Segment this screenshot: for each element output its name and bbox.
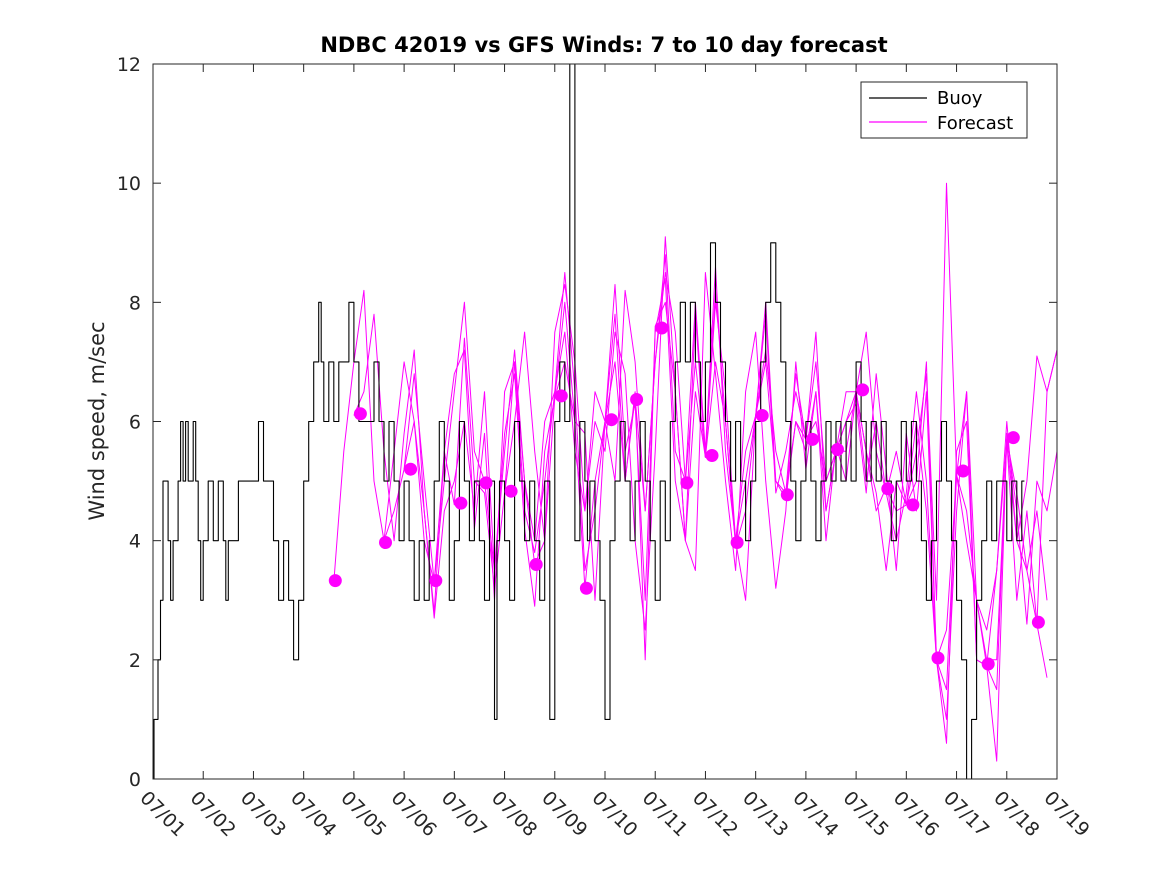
x-tick-label: 07/07: [437, 787, 491, 841]
x-tick-label: 07/16: [889, 787, 943, 841]
y-tick-label: 8: [129, 292, 141, 314]
forecast-marker: [1006, 431, 1020, 445]
x-tick-label: 07/12: [688, 787, 742, 841]
forecast-marker: [454, 496, 468, 510]
forecast-marker: [805, 432, 819, 446]
x-tick-label: 07/15: [839, 787, 893, 841]
legend: Buoy Forecast: [860, 81, 1028, 139]
forecast-marker: [655, 321, 669, 335]
y-tick-label: 0: [129, 769, 141, 791]
forecast-marker: [856, 383, 870, 397]
x-tick-label: 07/10: [587, 787, 641, 841]
forecast-marker: [1031, 615, 1045, 629]
x-tick-label: 07/14: [788, 787, 842, 841]
forecast-marker: [881, 482, 895, 496]
forecast-marker: [956, 464, 970, 478]
x-tick-label: 07/13: [738, 787, 792, 841]
forecast-marker: [931, 651, 945, 665]
legend-box: [860, 81, 1028, 139]
legend-label-buoy: Buoy: [937, 88, 983, 109]
x-tick-label: 07/03: [236, 787, 290, 841]
y-tick-label: 10: [117, 173, 141, 195]
forecast-marker: [831, 443, 844, 456]
plot-frame: [152, 63, 1058, 780]
y-tick-label: 12: [117, 54, 141, 76]
x-tick-label: 07/09: [537, 787, 591, 841]
forecast-marker: [479, 476, 493, 490]
x-tick-label: 07/18: [989, 787, 1043, 841]
y-tick-label: 6: [129, 412, 141, 434]
y-axis-label: Wind speed, m/sec: [85, 321, 109, 520]
series-line-0: [153, 64, 1025, 779]
y-tick-label: 4: [129, 531, 141, 553]
x-tick-label: 07/01: [135, 787, 189, 841]
forecast-marker: [981, 657, 995, 671]
x-tick-label: 07/05: [336, 787, 390, 841]
forecast-marker: [630, 393, 644, 406]
forecast-marker: [504, 484, 518, 498]
x-tick-label: 07/19: [1039, 787, 1093, 841]
forecast-marker: [353, 407, 367, 421]
forecast-marker: [680, 476, 694, 490]
forecast-marker: [605, 413, 618, 427]
forecast-marker: [554, 389, 568, 403]
forecast-marker: [705, 449, 719, 462]
chart-title: NDBC 42019 vs GFS Winds: 7 to 10 day for…: [320, 33, 887, 57]
legend-label-forecast: Forecast: [937, 113, 1013, 134]
x-tick-label: 07/04: [286, 787, 340, 841]
forecast-marker: [379, 536, 392, 549]
x-tick-label: 07/02: [186, 787, 240, 841]
series-line-5: [504, 182, 1057, 667]
forecast-marker: [429, 574, 443, 588]
y-tick-label: 2: [129, 650, 141, 672]
forecast-marker: [579, 581, 593, 595]
x-tick-label: 07/11: [638, 787, 692, 841]
forecast-marker: [755, 409, 769, 422]
plot-area: [153, 64, 1057, 779]
x-tick-label: 07/08: [487, 787, 541, 841]
forecast-marker: [328, 574, 342, 588]
forecast-marker: [780, 488, 794, 502]
forecast-marker: [730, 536, 744, 549]
forecast-marker: [404, 462, 418, 476]
forecast-marker: [906, 498, 920, 512]
forecast-marker: [529, 558, 543, 571]
x-tick-label: 07/17: [939, 787, 993, 841]
x-tick-label: 07/06: [387, 787, 441, 841]
